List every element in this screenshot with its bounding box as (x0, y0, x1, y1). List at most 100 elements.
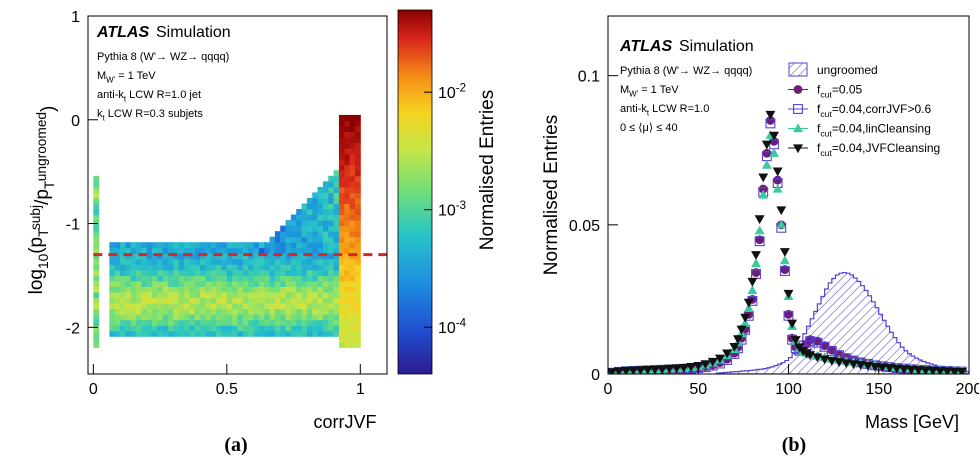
heatmap-cell (354, 303, 361, 310)
heatmap-cell (120, 297, 126, 304)
x-tick-label: 150 (865, 381, 892, 398)
heatmap-cell (237, 242, 244, 249)
panel-b: 0 50 100 150 200 0 0.05 0.1 ATLAS Simulation Py… (541, 15, 979, 456)
heatmap-cell (130, 319, 137, 326)
heatmap-cell (306, 325, 313, 332)
heatmap-cell (328, 231, 335, 238)
heatmap-cell (253, 314, 260, 321)
heatmap-cell (264, 325, 271, 332)
data-point (755, 235, 765, 245)
heatmap-cell (280, 325, 287, 332)
heatmap-cell (221, 269, 228, 276)
heatmap-cell (178, 264, 185, 271)
heatmap-cell (264, 280, 271, 287)
heatmap-cell (280, 292, 287, 299)
heatmap-cell (205, 258, 212, 265)
heatmap-cell (349, 197, 356, 204)
heatmap-cell (136, 269, 142, 276)
data-point (758, 173, 769, 183)
heatmap-cell (312, 225, 319, 232)
data-point (766, 116, 775, 125)
heatmap-cell (157, 297, 164, 304)
heatmap-cell (184, 325, 190, 332)
heatmap-cell (317, 280, 324, 287)
heatmap-cell (189, 242, 196, 249)
heatmap-cell (125, 269, 132, 276)
heatmap-cell (280, 236, 287, 243)
heatmap-cell (333, 330, 340, 337)
data-point (783, 289, 794, 299)
mass-axis-ticks: 0 50 100 150 200 0 0.05 0.1 (569, 69, 979, 398)
heatmap-cell (109, 325, 116, 332)
heatmap-cell (328, 220, 335, 227)
heatmap-cell (322, 253, 329, 260)
heatmap-cell (354, 170, 361, 177)
heatmap-cell (306, 197, 313, 204)
heatmap-cell (328, 297, 335, 304)
heatmap-cell (242, 247, 249, 254)
heatmap-cell (338, 186, 345, 193)
heatmap-cell (162, 242, 169, 249)
heatmap-cell (349, 264, 356, 271)
heatmap-cell (338, 170, 345, 177)
heatmap-cell (173, 330, 180, 337)
heatmap-cell (242, 314, 249, 321)
heatmap-cell (317, 186, 324, 193)
heatmap-cell (328, 258, 335, 265)
heatmap-cell (322, 220, 329, 227)
heatmap-cell (338, 297, 345, 304)
heatmap-cell (285, 286, 292, 293)
data-point (649, 365, 660, 374)
heatmap-cell (152, 286, 158, 293)
heatmap-cell (210, 247, 217, 254)
heatmap-cell (274, 231, 281, 238)
heatmap-cell (200, 269, 206, 276)
heatmap-cell (258, 286, 265, 293)
data-point (754, 215, 765, 225)
heatmap-cell (157, 330, 164, 337)
heatmap-cell (264, 308, 271, 315)
heatmap-cell (242, 275, 249, 282)
heatmap-cell (162, 330, 169, 337)
heatmap-cell (120, 286, 126, 293)
heatmap-cell (173, 314, 180, 321)
heatmap-cell (141, 286, 148, 293)
heatmap-cell (322, 181, 329, 188)
heatmap-cell (338, 192, 345, 199)
heatmap-cell (285, 231, 292, 238)
heatmap-cell (349, 236, 356, 243)
heatmap-cell (322, 269, 329, 276)
heatmap-cell (344, 214, 351, 221)
heatmap-cell (253, 292, 260, 299)
heatmap-cell (173, 308, 180, 315)
heatmap-cell (157, 253, 164, 260)
heatmap-cell (120, 247, 126, 254)
heatmap-cell (328, 181, 335, 188)
mass-annotation-line: MW' = 1 TeV (620, 84, 679, 99)
heatmap-cell (114, 264, 121, 271)
heatmap-cell (296, 236, 303, 243)
heatmap-cell (253, 303, 260, 310)
data-point (776, 219, 787, 229)
heatmap-cell (269, 297, 276, 304)
heatmap-cell (269, 314, 276, 321)
heatmap-cell (290, 297, 297, 304)
heatmap-cell (269, 330, 276, 337)
data-point (841, 359, 852, 369)
legend-marker (793, 104, 803, 114)
heatmap-cell (354, 236, 361, 243)
heatmap-cell (344, 181, 351, 188)
heatmap-cell (93, 258, 100, 265)
heatmap-cell (232, 286, 239, 293)
heatmap-cell (274, 303, 281, 310)
heatmap-cell (221, 258, 228, 265)
heatmap-cell (285, 220, 292, 227)
heatmap-cell (258, 314, 265, 321)
heatmap-cell (354, 269, 361, 276)
heatmap-cell (216, 253, 222, 260)
heatmap-cell (264, 292, 271, 299)
data-point (805, 335, 815, 345)
heatmap-cell (93, 231, 100, 238)
heatmap-cell (226, 280, 233, 287)
heatmap-cell (136, 292, 142, 299)
